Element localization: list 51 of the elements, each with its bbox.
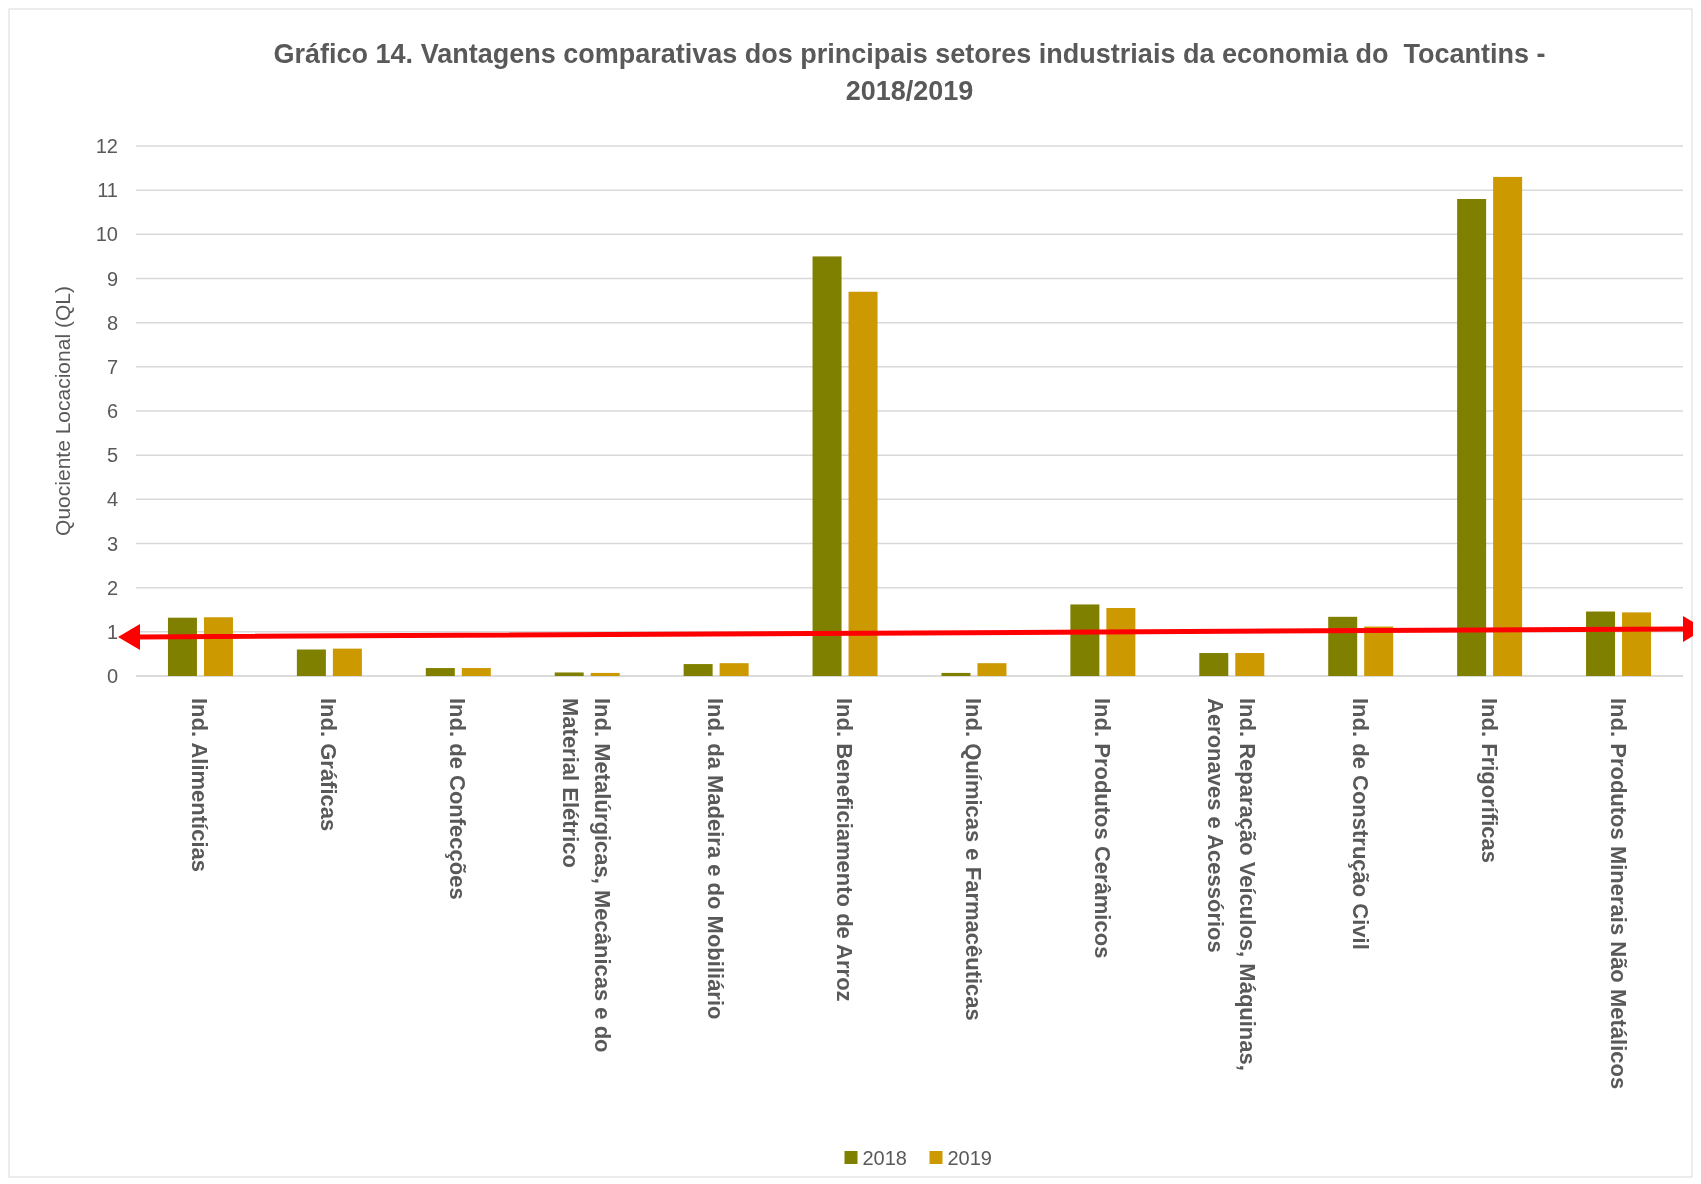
bar xyxy=(1493,176,1523,676)
x-tick-label: Ind. da Madeira e do Mobiliário xyxy=(703,698,729,1020)
chart-title: Gráfico 14. Vantagens comparativas dos principais setores industriais da economia do Tocantins - 2018/2019 xyxy=(273,39,1546,106)
bar xyxy=(719,663,749,676)
y-tick-label: 1 xyxy=(106,620,118,643)
bar xyxy=(941,672,971,676)
bar xyxy=(848,291,878,676)
bar xyxy=(1235,653,1265,676)
x-tick-label: Ind. Reparação Veículos, Máquinas, Aeronaves e Acessórios xyxy=(1202,698,1260,1071)
x-tick-label: Ind. Produtos Minerais Não Metálicos xyxy=(1605,698,1631,1090)
bar xyxy=(425,668,455,676)
bar xyxy=(1586,611,1616,676)
bar xyxy=(1328,616,1358,676)
x-tick-label: Ind. de Construção Civil xyxy=(1347,698,1373,950)
y-tick-label: 3 xyxy=(106,532,118,555)
bar xyxy=(1622,612,1652,676)
x-tick-label: Ind. Metalúrgicas, Mecânicas e do Material Elétrico xyxy=(558,698,616,1053)
y-tick-label: 7 xyxy=(106,355,118,378)
x-tick-label: Ind. Alimentícias xyxy=(187,698,213,873)
bar xyxy=(977,663,1007,676)
y-tick-label: 10 xyxy=(95,223,118,246)
bar xyxy=(812,256,842,676)
bar xyxy=(296,649,326,676)
y-tick-label: 9 xyxy=(106,267,118,290)
x-tick-label: Ind. Gráficas xyxy=(316,698,342,832)
x-tick-label: Ind. Produtos Cerâmicos xyxy=(1089,698,1115,959)
bar xyxy=(461,668,491,676)
y-tick-label: 0 xyxy=(106,665,118,687)
x-tick-label: Ind. Beneficiamento de Arroz xyxy=(832,698,858,1002)
y-tick-label: 2 xyxy=(106,576,118,599)
y-tick-label: 11 xyxy=(97,179,118,202)
y-tick-label: 4 xyxy=(106,488,118,511)
y-tick-label: 8 xyxy=(106,311,118,334)
bar xyxy=(554,672,584,676)
bar xyxy=(1199,653,1229,676)
y-tick-label: 5 xyxy=(106,444,118,467)
y-axis-title: Quociente Locacional (QL) xyxy=(51,286,74,536)
x-tick-label: Ind. Frigoríficas xyxy=(1476,698,1502,864)
x-tick-label: Ind. de Confecções xyxy=(445,698,471,900)
bar xyxy=(1106,607,1136,676)
bar xyxy=(167,617,197,676)
legend-label: 2019 xyxy=(947,1147,992,1169)
bar xyxy=(683,664,713,676)
x-tick-label: Ind. Químicas e Farmacêuticas xyxy=(960,698,986,1021)
bar xyxy=(1070,604,1100,676)
legend-label: 2018 xyxy=(862,1147,907,1169)
y-tick-label: 12 xyxy=(95,135,118,157)
bar xyxy=(590,672,620,676)
bar xyxy=(332,648,362,676)
bar xyxy=(1457,199,1487,676)
y-tick-label: 6 xyxy=(106,400,118,422)
